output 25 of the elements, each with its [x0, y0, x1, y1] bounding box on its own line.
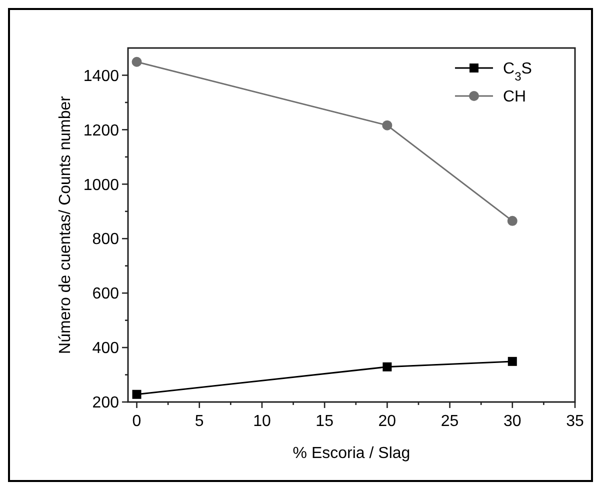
- x-tick-label: 5: [194, 413, 204, 430]
- x-tick-label: 30: [503, 413, 522, 430]
- x-tick-label: 15: [316, 413, 334, 430]
- x-tick-label: 25: [440, 413, 459, 430]
- x-tick-label: 0: [132, 413, 142, 430]
- x-tick-label: 35: [566, 413, 584, 430]
- y-tick-label: 1000: [83, 176, 120, 194]
- legend-label: CH: [503, 88, 526, 106]
- y-axis-title: Número de cuentas/ Counts number: [57, 95, 74, 354]
- y-tick-label: 600: [92, 286, 120, 303]
- point: [382, 120, 392, 130]
- point: [132, 390, 142, 399]
- y-tick-label: 800: [92, 231, 120, 248]
- point: [507, 216, 518, 226]
- point: [132, 56, 142, 67]
- y-tick-label: 1400: [83, 68, 120, 85]
- x-tick-label: 10: [253, 413, 271, 430]
- x-tick-label: 20: [378, 413, 396, 430]
- y-tick-label: 400: [92, 340, 120, 358]
- legend-label: C$_{3}$S: [503, 60, 532, 84]
- point: [382, 362, 392, 372]
- y-tick-label: 200: [92, 394, 120, 412]
- y-tick-label: 1200: [83, 122, 120, 140]
- x-axis-title: % Escoria / Slag: [292, 445, 410, 462]
- point: [508, 356, 517, 366]
